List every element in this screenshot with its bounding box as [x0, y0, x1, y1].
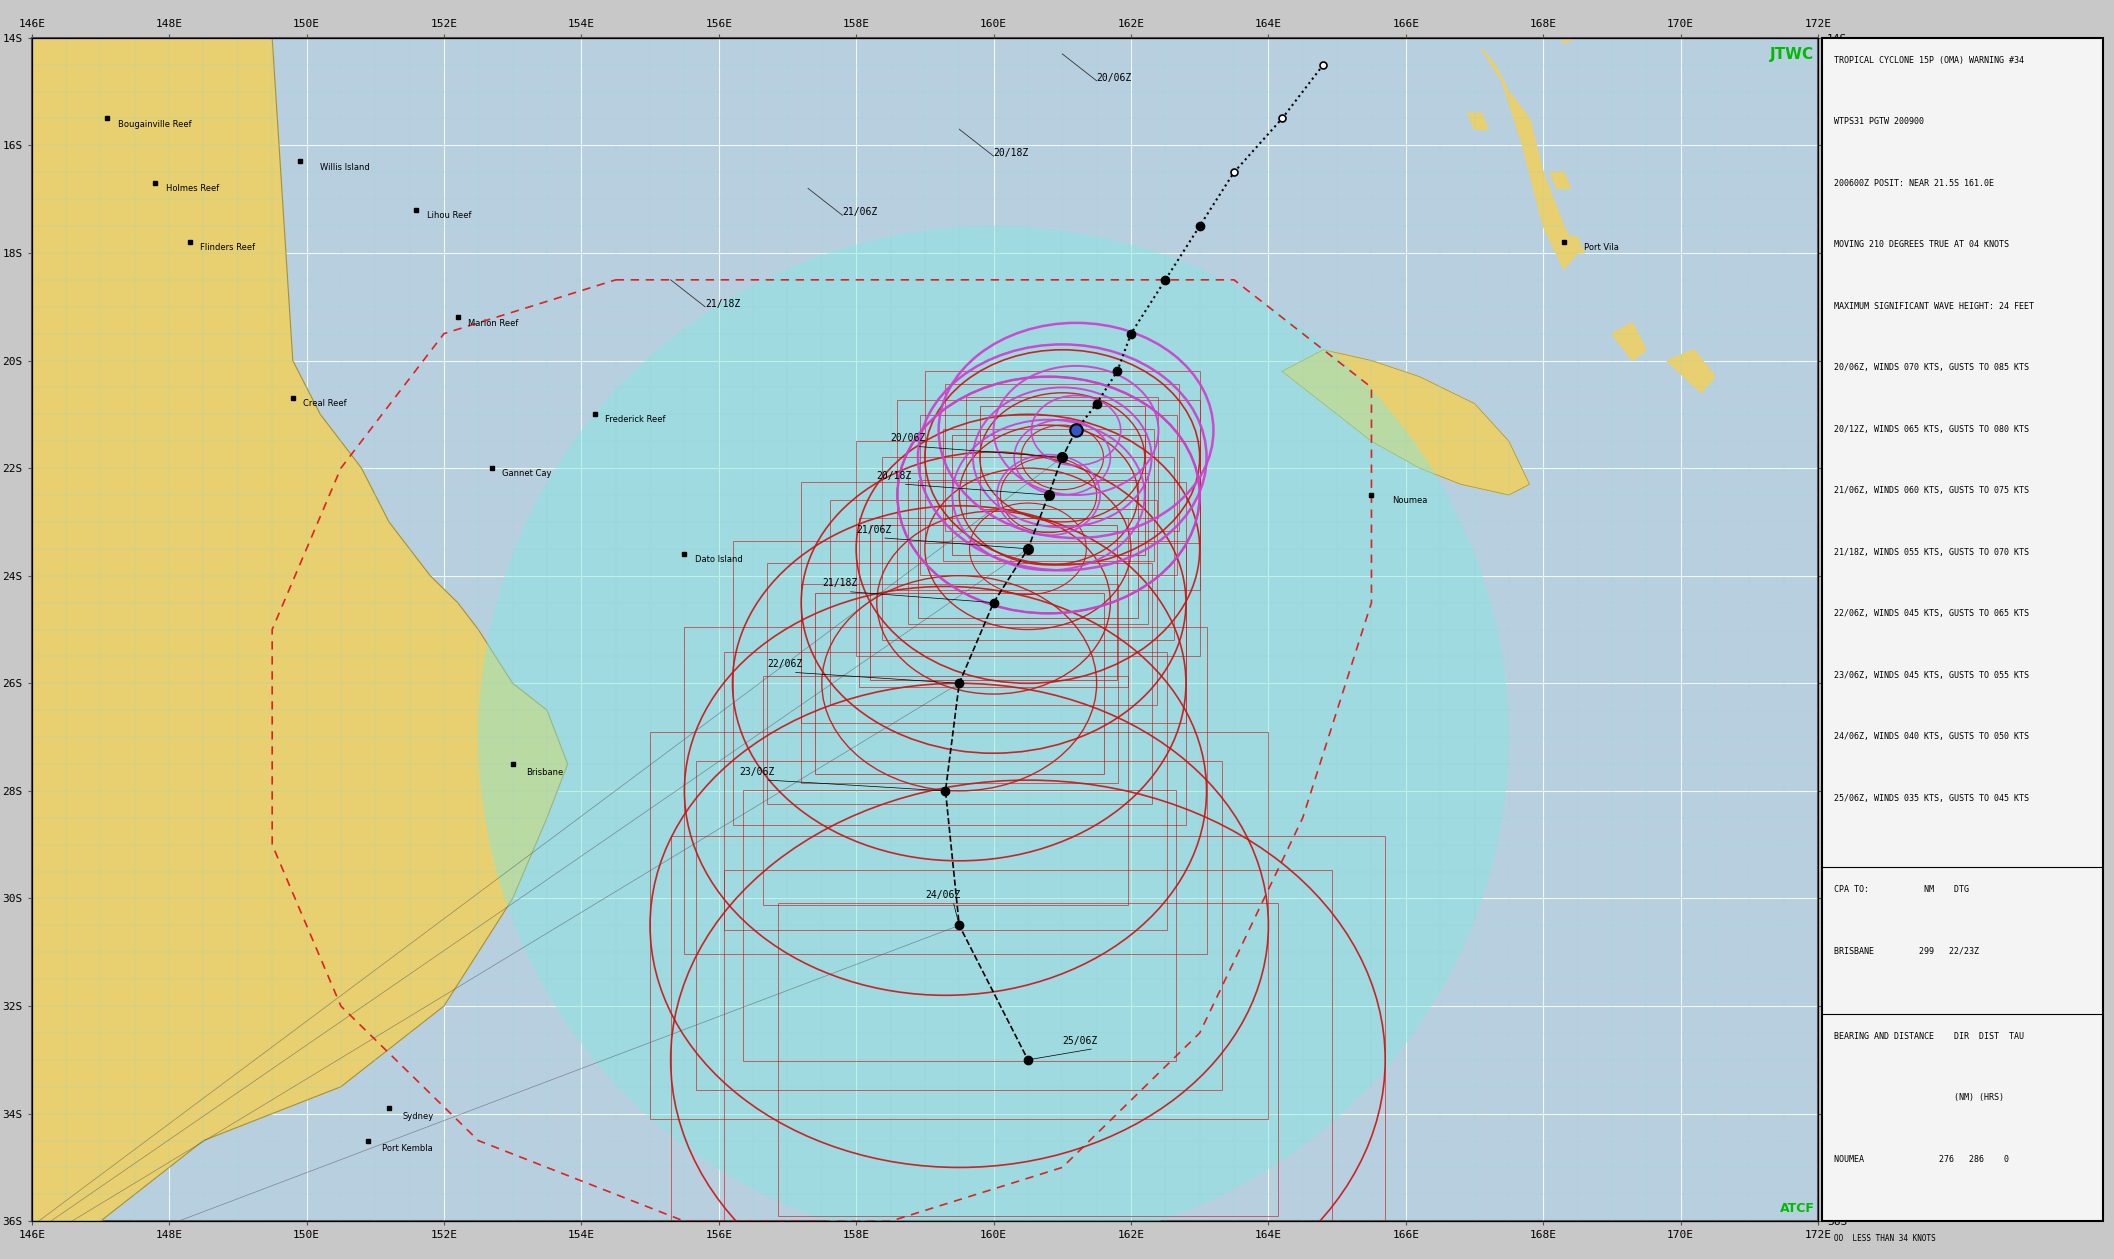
Text: 21/06Z, WINDS 060 KTS, GUSTS TO 075 KTS: 21/06Z, WINDS 060 KTS, GUSTS TO 075 KTS	[1833, 486, 2029, 495]
Bar	[670, 836, 1385, 1259]
Text: 20/18Z: 20/18Z	[877, 471, 911, 481]
Polygon shape	[1550, 172, 1571, 189]
Bar	[723, 652, 1167, 930]
Text: Holmes Reef: Holmes Reef	[165, 184, 220, 193]
Bar	[920, 414, 1177, 575]
Polygon shape	[1611, 322, 1647, 360]
Bar	[966, 397, 1158, 517]
Text: OO  LESS THAN 34 KNOTS: OO LESS THAN 34 KNOTS	[1833, 1234, 1934, 1243]
Text: BEARING AND DISTANCE    DIR  DIST  TAU: BEARING AND DISTANCE DIR DIST TAU	[1833, 1032, 2023, 1041]
Text: 21/18Z: 21/18Z	[822, 578, 856, 588]
Text: TROPICAL CYCLONE 15P (OMA) WARNING #34: TROPICAL CYCLONE 15P (OMA) WARNING #34	[1833, 55, 2023, 64]
Polygon shape	[1666, 350, 1714, 393]
Text: Willis Island: Willis Island	[321, 162, 370, 171]
Bar	[896, 400, 1201, 589]
Text: 21/06Z: 21/06Z	[856, 525, 892, 535]
Polygon shape	[1564, 237, 1583, 253]
Bar	[869, 525, 1116, 680]
Text: NOUMEA               276   286    0: NOUMEA 276 286 0	[1833, 1155, 2008, 1165]
Text: Bougainville Reef: Bougainville Reef	[118, 120, 190, 128]
Bar	[917, 480, 1137, 618]
Text: 20/06Z: 20/06Z	[890, 433, 926, 443]
Text: Dato Island: Dato Island	[696, 555, 742, 564]
Bar	[831, 500, 1156, 705]
Text: 24/06Z: 24/06Z	[924, 890, 960, 900]
Text: MAXIMUM SIGNIFICANT WAVE HEIGHT: 24 FEET: MAXIMUM SIGNIFICANT WAVE HEIGHT: 24 FEET	[1833, 302, 2034, 311]
Bar	[731, 541, 1186, 826]
Bar	[778, 903, 1279, 1216]
Bar	[924, 371, 1199, 544]
Text: Noumea: Noumea	[1391, 496, 1427, 505]
Bar	[767, 563, 1152, 805]
Polygon shape	[32, 38, 567, 1221]
Text: 21/06Z: 21/06Z	[841, 208, 877, 218]
Bar	[951, 434, 1144, 555]
Text: CPA TO:           NM    DTG: CPA TO: NM DTG	[1833, 885, 1968, 894]
Text: Port Vila: Port Vila	[1583, 243, 1619, 252]
FancyBboxPatch shape	[1822, 38, 2103, 1221]
Text: ATCF: ATCF	[1780, 1202, 1814, 1215]
Text: Flinders Reef: Flinders Reef	[201, 243, 256, 252]
Text: Sydney: Sydney	[402, 1112, 433, 1121]
Text: Marion Reef: Marion Reef	[467, 319, 518, 327]
Text: 23/06Z, WINDS 045 KTS, GUSTS TO 055 KTS: 23/06Z, WINDS 045 KTS, GUSTS TO 055 KTS	[1833, 671, 2029, 680]
Bar	[763, 676, 1129, 905]
Bar	[945, 384, 1180, 530]
Polygon shape	[1556, 26, 1577, 43]
Text: (NM) (HRS): (NM) (HRS)	[1833, 1093, 2004, 1103]
Text: 200600Z POSIT: NEAR 21.5S 161.0E: 200600Z POSIT: NEAR 21.5S 161.0E	[1833, 179, 1994, 188]
Text: 24/06Z, WINDS 040 KTS, GUSTS TO 050 KTS: 24/06Z, WINDS 040 KTS, GUSTS TO 050 KTS	[1833, 733, 2029, 742]
Text: BRISBANE         299   22/23Z: BRISBANE 299 22/23Z	[1833, 947, 1979, 956]
Polygon shape	[1467, 113, 1488, 130]
Text: 25/06Z: 25/06Z	[1061, 1036, 1097, 1046]
Text: Port Kembla: Port Kembla	[383, 1144, 433, 1153]
Text: MOVING 210 DEGREES TRUE AT 04 KNOTS: MOVING 210 DEGREES TRUE AT 04 KNOTS	[1833, 240, 2008, 249]
Text: Brisbane: Brisbane	[526, 768, 564, 777]
Bar	[882, 457, 1173, 641]
Text: 23/06Z: 23/06Z	[740, 767, 774, 777]
Text: 20/06Z: 20/06Z	[1097, 73, 1131, 83]
Text: 20/18Z: 20/18Z	[994, 149, 1030, 159]
Text: 21/18Z, WINDS 055 KTS, GUSTS TO 070 KTS: 21/18Z, WINDS 055 KTS, GUSTS TO 070 KTS	[1833, 548, 2029, 556]
Text: 20/06Z, WINDS 070 KTS, GUSTS TO 085 KTS: 20/06Z, WINDS 070 KTS, GUSTS TO 085 KTS	[1833, 364, 2029, 373]
Bar	[856, 441, 1199, 656]
Ellipse shape	[478, 227, 1509, 1248]
Bar	[858, 519, 1129, 687]
Text: Frederick Reef: Frederick Reef	[605, 415, 666, 424]
Text: JTWC: JTWC	[1769, 48, 1814, 62]
Text: 25/06Z, WINDS 035 KTS, GUSTS TO 045 KTS: 25/06Z, WINDS 035 KTS, GUSTS TO 045 KTS	[1833, 794, 2029, 803]
Text: 20/12Z, WINDS 065 KTS, GUSTS TO 080 KTS: 20/12Z, WINDS 065 KTS, GUSTS TO 080 KTS	[1833, 424, 2029, 434]
Bar	[907, 473, 1148, 624]
Text: Lihou Reef: Lihou Reef	[427, 212, 471, 220]
Bar	[801, 482, 1186, 723]
Text: 21/18Z: 21/18Z	[706, 298, 740, 308]
Text: WTPS31 PGTW 200900: WTPS31 PGTW 200900	[1833, 117, 1924, 126]
Bar	[649, 731, 1268, 1119]
Polygon shape	[1482, 49, 1577, 269]
Bar	[696, 760, 1222, 1090]
Bar	[725, 870, 1332, 1250]
Polygon shape	[1281, 350, 1528, 495]
Bar	[943, 429, 1154, 562]
Text: Gannet Cay: Gannet Cay	[503, 470, 552, 478]
Bar	[742, 789, 1175, 1061]
Bar	[814, 593, 1104, 774]
Bar	[801, 584, 1118, 783]
Bar	[979, 405, 1146, 509]
Text: 22/06Z: 22/06Z	[767, 660, 801, 669]
Text: 22/06Z, WINDS 045 KTS, GUSTS TO 065 KTS: 22/06Z, WINDS 045 KTS, GUSTS TO 065 KTS	[1833, 609, 2029, 618]
Bar	[685, 627, 1207, 954]
Text: Creal Reef: Creal Reef	[302, 399, 347, 408]
